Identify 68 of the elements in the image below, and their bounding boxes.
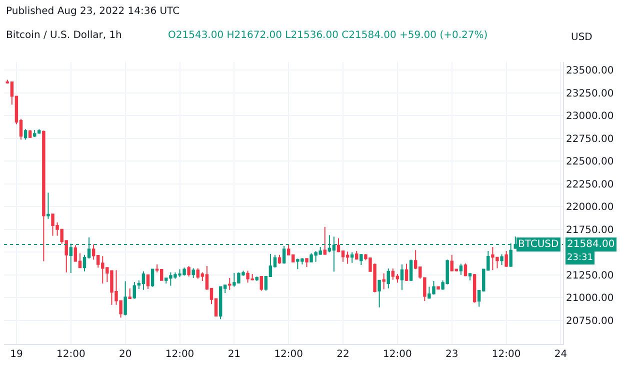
y-tick-label: 21750.00 xyxy=(566,224,614,236)
x-tick-label: 23 xyxy=(446,349,458,360)
candlestick xyxy=(24,128,28,140)
candlestick xyxy=(187,266,190,277)
candlestick xyxy=(400,264,404,290)
x-tick-label: 24 xyxy=(554,349,568,360)
x-tick-label: 20 xyxy=(118,349,132,360)
candlestick xyxy=(46,192,50,220)
candlestick xyxy=(436,286,440,290)
y-tick-label: 21250.00 xyxy=(566,270,614,282)
candlestick xyxy=(346,251,350,264)
candlestick xyxy=(218,286,222,320)
candlestick xyxy=(146,274,150,290)
y-tick-label: 23250.00 xyxy=(566,88,614,100)
candlestick xyxy=(228,278,232,290)
annotation: BTCUSD xyxy=(518,239,560,250)
y-tick-label: 23000.00 xyxy=(566,111,614,122)
candlestick xyxy=(378,280,381,308)
candlestick xyxy=(464,262,468,277)
candlestick xyxy=(260,276,263,292)
candlestick xyxy=(360,253,363,266)
candlestick xyxy=(282,245,286,264)
x-tick-label: 12:00 xyxy=(165,349,194,360)
x-tick-label: 12:00 xyxy=(274,349,304,360)
text: 23:31 xyxy=(567,253,593,263)
y-tick-label: 20750.00 xyxy=(566,316,614,327)
candlestick xyxy=(382,272,386,290)
candlestick xyxy=(504,250,508,268)
candlestick xyxy=(278,254,282,264)
candlestick xyxy=(150,268,154,288)
y-tick-label: 22000.00 xyxy=(566,202,614,214)
candlestick xyxy=(386,268,390,289)
candlestick xyxy=(42,130,46,262)
candlestick xyxy=(404,263,408,282)
candlestick xyxy=(500,254,504,266)
candlestick xyxy=(132,281,136,300)
x-tick-label: 22 xyxy=(336,349,350,360)
candlestick xyxy=(409,259,413,282)
text: Published Aug 23, 2022 14:36 UTC xyxy=(6,6,180,17)
candlestick xyxy=(472,273,476,304)
y-tick-label: 22250.00 xyxy=(566,179,614,190)
x-tick-label: 12:00 xyxy=(492,349,521,360)
x-tick-label: 21 xyxy=(228,349,241,360)
chart-subtitle: O21543.00 H21672.00 L21536.00 C21584.00 +59.00 (+0.27%) xyxy=(168,30,488,41)
candlestick xyxy=(255,276,258,282)
candlestick xyxy=(128,288,132,300)
candlestick xyxy=(355,250,358,260)
candlestick xyxy=(28,130,32,138)
candlestick xyxy=(459,263,463,276)
candlestick xyxy=(391,268,395,280)
candlestick xyxy=(305,258,308,268)
candlestick xyxy=(423,277,426,302)
candlestick xyxy=(323,226,326,256)
chart-title: Bitcoin / U.S. Dollar, 1h xyxy=(6,30,122,41)
x-tick-label: 19 xyxy=(10,349,23,360)
y-tick-label: 21000.00 xyxy=(566,293,614,304)
y-axis-title: USD xyxy=(571,32,593,43)
y-tick-label: 22500.00 xyxy=(566,156,614,168)
candlestick xyxy=(142,270,146,290)
x-tick-label: 12:00 xyxy=(56,349,86,360)
ref-line-label: 21584.00 xyxy=(567,239,615,250)
candlestick xyxy=(192,268,195,279)
x-tick-label: 12:00 xyxy=(383,349,412,360)
y-tick-label: 22750.00 xyxy=(566,134,614,145)
y-tick-label: 23500.00 xyxy=(566,66,614,77)
candlestick xyxy=(350,252,354,264)
candlestick xyxy=(124,280,127,316)
candlestick xyxy=(468,272,472,281)
